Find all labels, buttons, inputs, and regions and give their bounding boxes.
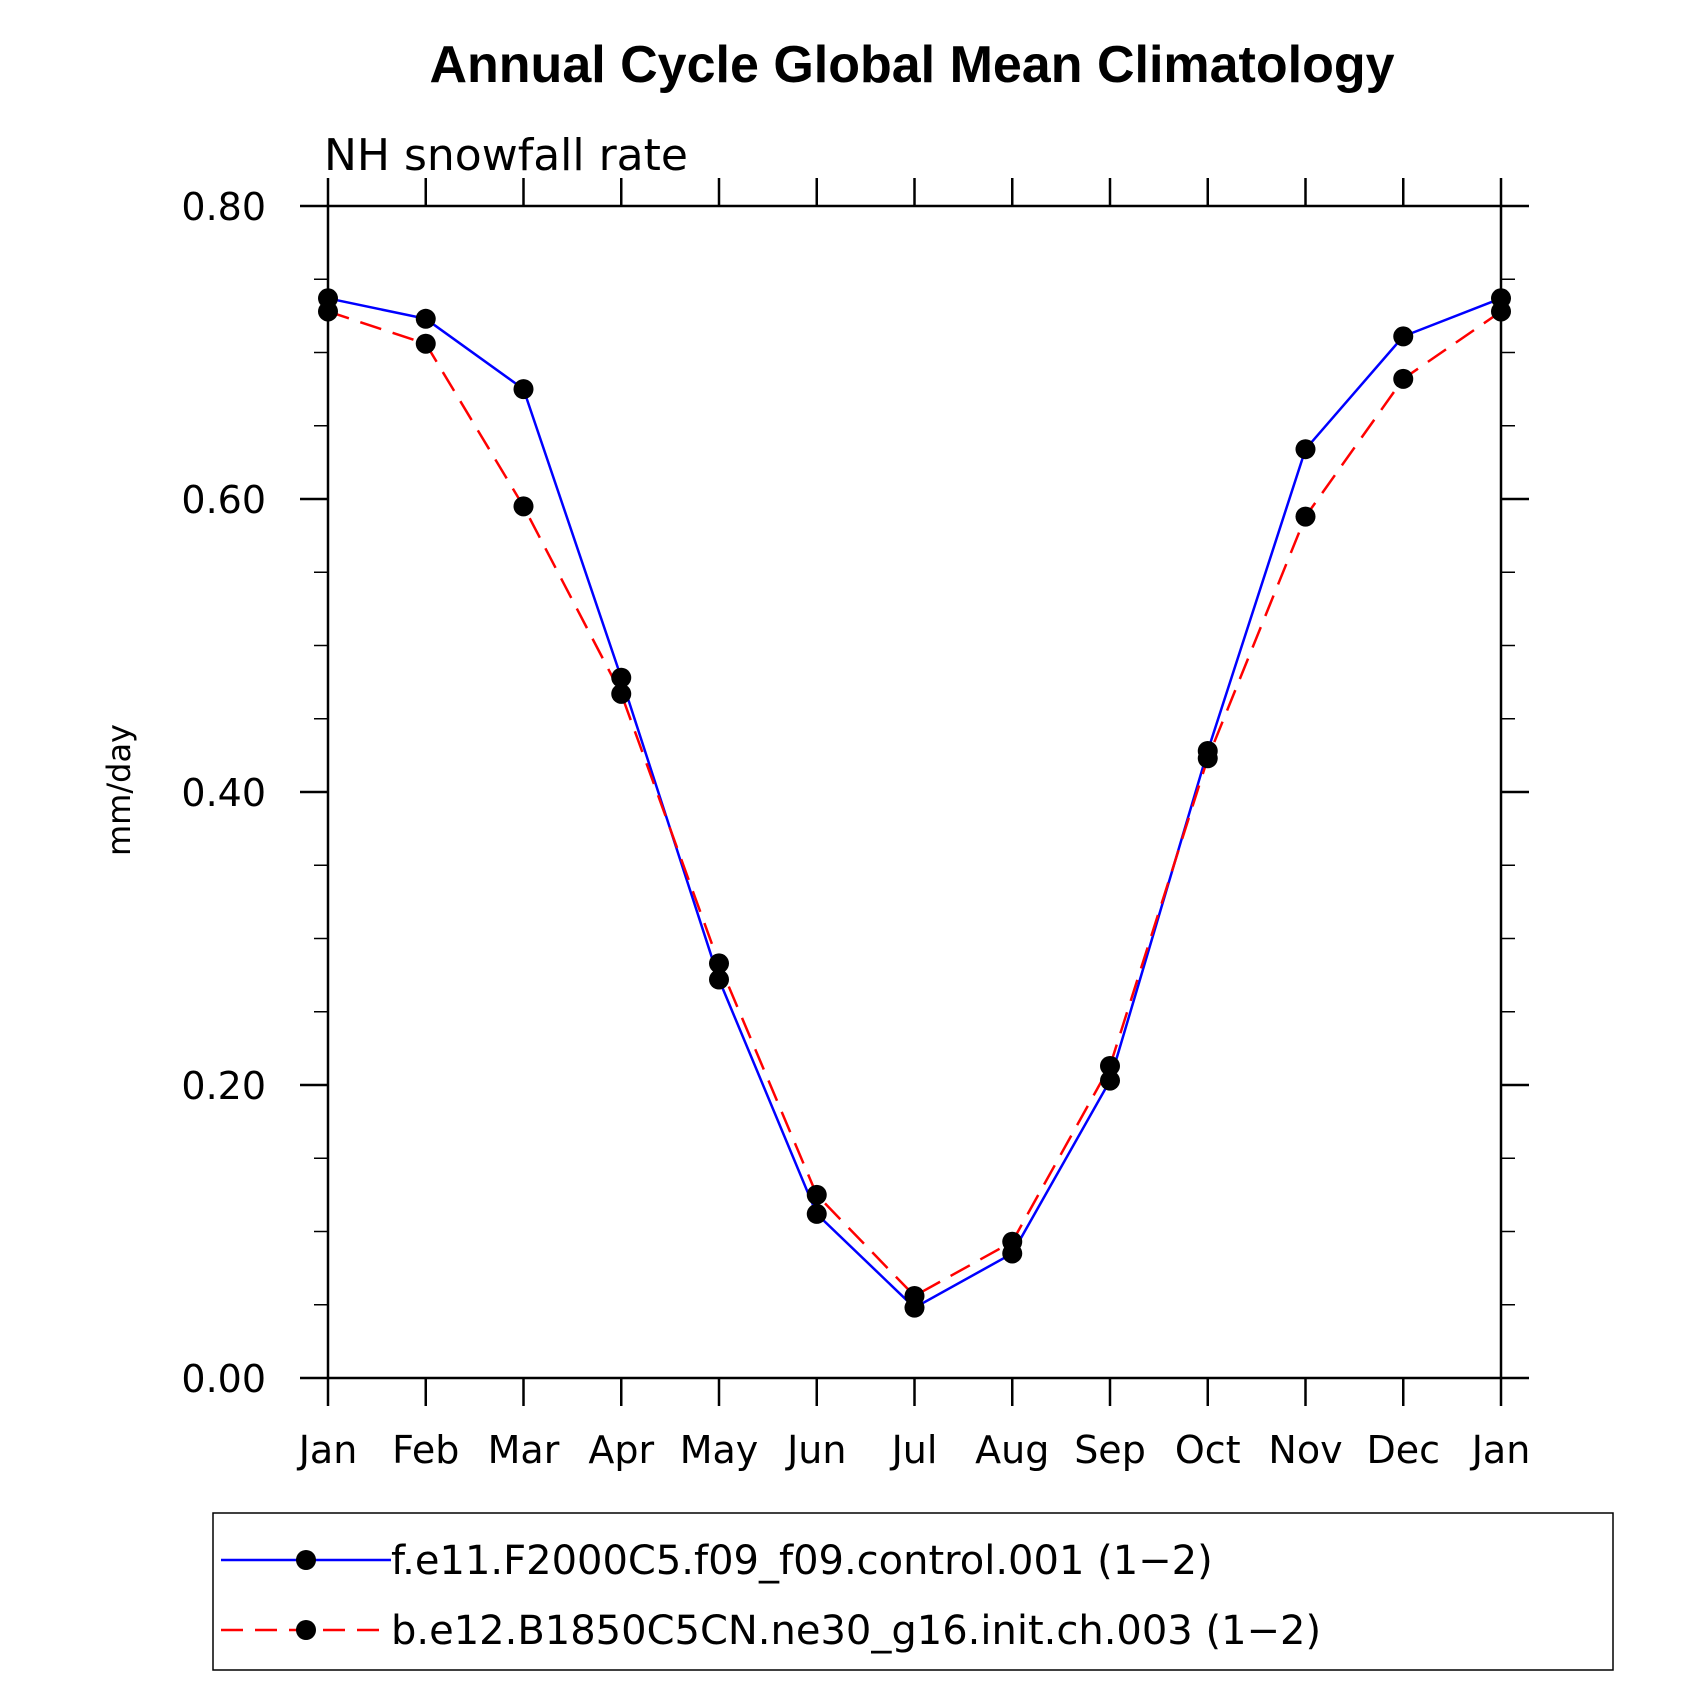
y-tick-label: 0.20 xyxy=(181,1064,266,1108)
x-tick-label: Dec xyxy=(1366,1428,1440,1472)
axis-ticks xyxy=(300,178,1529,1406)
series-1-point xyxy=(1100,1070,1120,1091)
x-tick-label: Oct xyxy=(1175,1428,1241,1472)
series-2-point xyxy=(611,683,632,704)
x-tick-label: Apr xyxy=(588,1428,654,1472)
series-2-point xyxy=(709,953,729,974)
series-line-2 xyxy=(327,310,1502,1298)
series-2-point xyxy=(415,333,436,354)
series-1-point xyxy=(415,308,436,329)
series-lines xyxy=(327,297,1502,1310)
legend-box xyxy=(212,1512,1614,1671)
y-tick-label: 0.80 xyxy=(181,185,266,229)
chart-subtitle: NH snowfall rate xyxy=(324,130,688,181)
series-1-point xyxy=(709,969,729,990)
series-1-point xyxy=(611,667,632,688)
series-line-1 xyxy=(327,297,1502,1310)
x-tick-label: Aug xyxy=(975,1428,1049,1472)
series-2-point xyxy=(1002,1231,1023,1252)
x-tick-label: Sep xyxy=(1074,1428,1146,1472)
series-1-point xyxy=(1393,326,1414,347)
legend-label-1: f.e11.F2000C5.f09_f09.control.001 (1−2) xyxy=(391,1538,1213,1584)
legend-entries: f.e11.F2000C5.f09_f09.control.001 (1−2) b… xyxy=(221,1538,1321,1654)
legend: f.e11.F2000C5.f09_f09.control.001 (1−2) b… xyxy=(212,1512,1614,1671)
x-tick-label: Feb xyxy=(392,1428,459,1472)
series-2-point xyxy=(1197,748,1218,769)
chart-title: Annual Cycle Global Mean Climatology xyxy=(429,36,1394,94)
x-tick-label: May xyxy=(680,1428,759,1472)
series-2-point xyxy=(806,1184,827,1205)
y-tick-label: 0.00 xyxy=(181,1357,266,1401)
x-tick-label: Jan xyxy=(297,1428,358,1472)
series-2-point xyxy=(1295,506,1316,527)
x-tick-label: Jun xyxy=(785,1428,846,1472)
plot-frame xyxy=(326,204,1503,1380)
series-2-point xyxy=(1491,301,1511,322)
x-tick-label: Jan xyxy=(1470,1428,1531,1472)
series-1-point xyxy=(513,379,534,400)
legend-label-2: b.e12.B1850C5CN.ne30_g16.init.ch.003 (1−… xyxy=(391,1608,1321,1654)
series-1-point xyxy=(806,1203,827,1224)
series-2-point xyxy=(904,1285,925,1306)
x-tick-label: Jul xyxy=(890,1428,938,1472)
y-tick-label: 0.40 xyxy=(181,771,266,815)
y-tick-label: 0.60 xyxy=(181,478,266,522)
series-2-point xyxy=(513,496,534,517)
y-axis-label: mm/day xyxy=(100,724,138,856)
x-tick-label: Nov xyxy=(1268,1428,1342,1472)
x-tick-label: Mar xyxy=(488,1428,560,1472)
y-tick-labels: 0.00 0.20 0.40 0.60 0.80 xyxy=(181,185,266,1401)
legend-marker-2 xyxy=(296,1620,316,1640)
series-markers xyxy=(318,288,1511,1318)
series-2-point xyxy=(318,301,338,322)
x-tick-labels: Jan Feb Mar Apr May Jun Jul Aug Sep Oct Nov Dec Jan xyxy=(297,1428,1531,1472)
series-1-point xyxy=(1295,439,1316,460)
series-2-point xyxy=(1393,368,1414,389)
series-2-point xyxy=(1100,1055,1120,1076)
legend-marker-1 xyxy=(296,1550,316,1570)
